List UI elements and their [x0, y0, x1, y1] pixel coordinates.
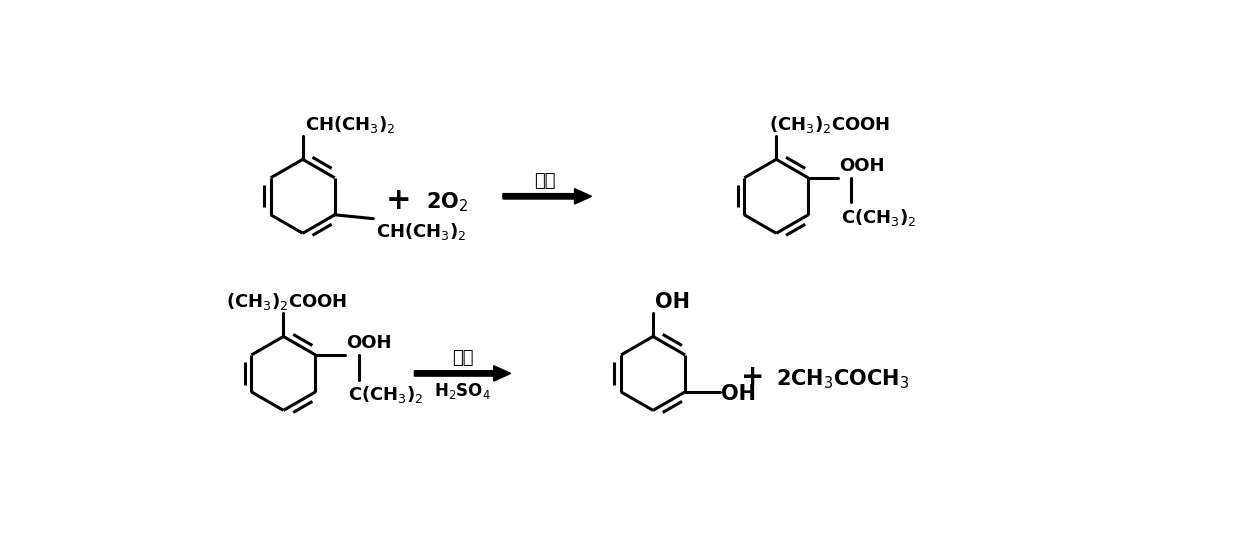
Text: +: + — [386, 186, 412, 215]
FancyArrow shape — [415, 365, 510, 381]
Text: OOH: OOH — [346, 334, 392, 352]
Text: (CH$_3$)$_2$COOH: (CH$_3$)$_2$COOH — [768, 114, 890, 134]
FancyArrow shape — [503, 189, 592, 204]
Text: 分解: 分解 — [451, 349, 473, 367]
Text: (CH$_3$)$_2$COOH: (CH$_3$)$_2$COOH — [226, 291, 347, 312]
Text: H$_2$SO$_4$: H$_2$SO$_4$ — [434, 381, 491, 401]
Text: CH(CH$_3$)$_2$: CH(CH$_3$)$_2$ — [305, 114, 396, 136]
Text: OH: OH — [655, 292, 690, 312]
Text: OOH: OOH — [840, 157, 885, 175]
Text: CH(CH$_3$)$_2$: CH(CH$_3$)$_2$ — [376, 221, 466, 242]
Text: C(CH$_3$)$_2$: C(CH$_3$)$_2$ — [841, 207, 916, 228]
Text: OH: OH — [722, 384, 757, 404]
Text: +: + — [742, 363, 764, 391]
Text: 2CH$_3$COCH$_3$: 2CH$_3$COCH$_3$ — [777, 368, 910, 391]
Text: C(CH$_3$)$_2$: C(CH$_3$)$_2$ — [348, 384, 424, 405]
Text: 氧化: 氧化 — [534, 172, 556, 190]
Text: 2O$_2$: 2O$_2$ — [426, 191, 469, 214]
